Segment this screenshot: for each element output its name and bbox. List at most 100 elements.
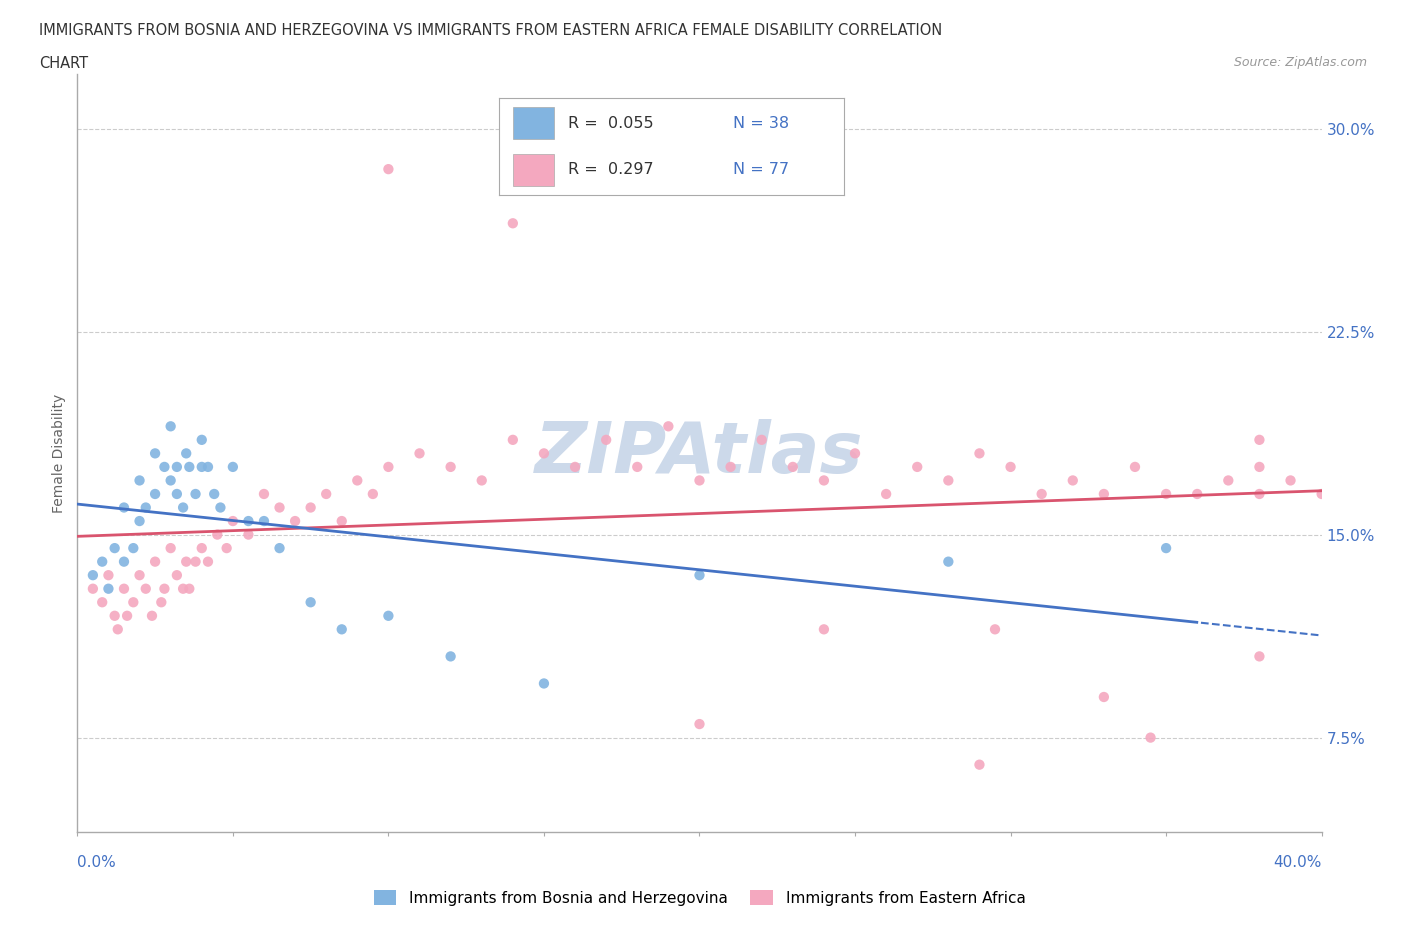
Point: [875, 486, 897, 501]
Point: [112, 581, 135, 596]
Point: [82, 581, 104, 596]
Point: [377, 459, 399, 474]
Point: [104, 608, 127, 623]
Point: [377, 608, 399, 623]
Point: [330, 513, 353, 528]
Point: [128, 513, 150, 528]
Point: [1123, 459, 1146, 474]
Point: [197, 554, 219, 569]
Point: [284, 513, 307, 528]
Point: [1031, 486, 1053, 501]
Point: [299, 500, 322, 515]
Point: [782, 459, 804, 474]
Point: [97, 581, 120, 596]
Point: [202, 486, 225, 501]
Point: [191, 540, 214, 555]
Point: [197, 459, 219, 474]
Point: [172, 581, 194, 596]
Point: [135, 500, 157, 515]
FancyBboxPatch shape: [513, 154, 554, 186]
Point: [222, 459, 245, 474]
Point: [238, 513, 260, 528]
Text: N = 77: N = 77: [734, 163, 790, 178]
Point: [626, 459, 648, 474]
Point: [253, 486, 276, 501]
Point: [751, 432, 773, 447]
Text: N = 38: N = 38: [734, 115, 790, 130]
Point: [1279, 473, 1302, 488]
Point: [1249, 432, 1271, 447]
Point: [502, 432, 524, 447]
Point: [91, 554, 114, 569]
Point: [207, 527, 229, 542]
Point: [150, 595, 173, 610]
Text: CHART: CHART: [39, 56, 89, 71]
Point: [1249, 486, 1271, 501]
Point: [222, 513, 245, 528]
Point: [97, 567, 120, 582]
Point: [112, 554, 135, 569]
Text: IMMIGRANTS FROM BOSNIA AND HERZEGOVINA VS IMMIGRANTS FROM EASTERN AFRICA FEMALE : IMMIGRANTS FROM BOSNIA AND HERZEGOVINA V…: [39, 23, 942, 38]
Point: [159, 473, 181, 488]
Point: [1310, 486, 1333, 501]
Point: [502, 216, 524, 231]
Text: 0.0%: 0.0%: [77, 855, 117, 870]
Text: R =  0.297: R = 0.297: [568, 163, 654, 178]
Point: [166, 486, 188, 501]
Point: [1154, 540, 1177, 555]
Text: R =  0.055: R = 0.055: [568, 115, 654, 130]
Point: [179, 581, 201, 596]
Point: [1092, 689, 1115, 704]
Point: [938, 473, 960, 488]
Point: [440, 459, 463, 474]
Point: [969, 446, 991, 461]
Point: [984, 622, 1007, 637]
Point: [159, 540, 181, 555]
Point: [969, 757, 991, 772]
Point: [1249, 649, 1271, 664]
Point: [184, 486, 207, 501]
Point: [595, 432, 617, 447]
Point: [330, 622, 353, 637]
Point: [112, 500, 135, 515]
Point: [166, 567, 188, 582]
Legend: Immigrants from Bosnia and Herzegovina, Immigrants from Eastern Africa: Immigrants from Bosnia and Herzegovina, …: [367, 884, 1032, 912]
Point: [564, 459, 586, 474]
Point: [135, 581, 157, 596]
Point: [215, 540, 238, 555]
Point: [82, 567, 104, 582]
Point: [595, 121, 617, 136]
Point: [269, 500, 291, 515]
Text: Source: ZipAtlas.com: Source: ZipAtlas.com: [1233, 56, 1367, 69]
Point: [315, 486, 337, 501]
Point: [107, 622, 129, 637]
Point: [689, 567, 711, 582]
Point: [128, 473, 150, 488]
Point: [166, 459, 188, 474]
Point: [533, 446, 555, 461]
Point: [1187, 486, 1209, 501]
Point: [128, 567, 150, 582]
Point: [377, 162, 399, 177]
Point: [91, 595, 114, 610]
Point: [174, 554, 197, 569]
Point: [238, 527, 260, 542]
Point: [1154, 486, 1177, 501]
Point: [471, 473, 494, 488]
Point: [1218, 473, 1240, 488]
Point: [1092, 486, 1115, 501]
Point: [533, 676, 555, 691]
Point: [209, 500, 232, 515]
Point: [844, 446, 866, 461]
Point: [184, 554, 207, 569]
Point: [122, 540, 145, 555]
Point: [299, 595, 322, 610]
Point: [141, 608, 163, 623]
Point: [104, 540, 127, 555]
Point: [689, 717, 711, 732]
Point: [657, 418, 679, 433]
Y-axis label: Female Disability: Female Disability: [52, 393, 66, 513]
Point: [143, 446, 166, 461]
Point: [813, 473, 835, 488]
Point: [115, 608, 138, 623]
